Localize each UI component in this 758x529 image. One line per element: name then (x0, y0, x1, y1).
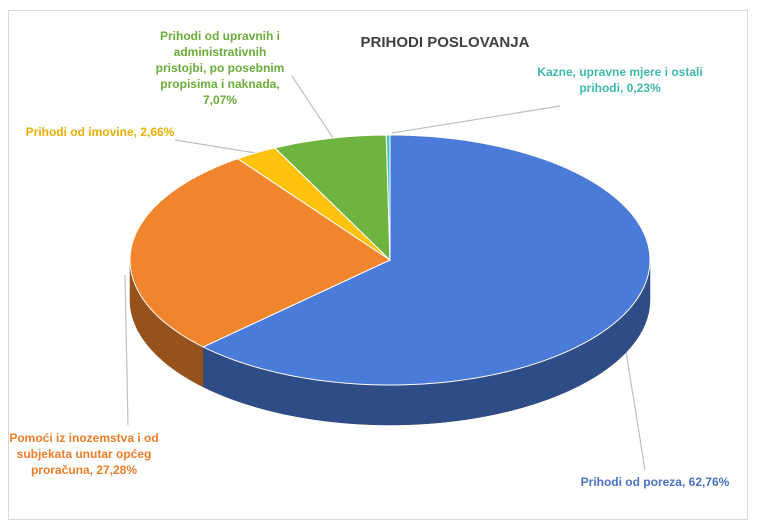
pie-slice (129, 158, 392, 348)
label-separator: , (276, 77, 280, 91)
leader-line (391, 105, 561, 134)
data-label: Prihodi od poreza, 62,76% (580, 474, 730, 490)
category-name: Prihodi od poreza (580, 475, 682, 489)
pie-slice (236, 147, 391, 261)
label-separator: , (619, 81, 627, 95)
pie-slice (202, 134, 651, 386)
value-label: 27,28% (96, 463, 138, 477)
category-name: Pomoći iz inozemstva i od subjekata unut… (9, 431, 159, 477)
value-label: 62,76% (688, 475, 730, 489)
chart-frame (8, 10, 748, 520)
value-label: 2,66% (140, 125, 175, 139)
leader-line (124, 274, 129, 426)
data-label: Pomoći iz inozemstva i od subjekata unut… (9, 430, 159, 478)
value-label: 7,07% (202, 93, 238, 107)
pie-slice (385, 134, 391, 261)
leader-line (291, 75, 334, 139)
label-separator: , (89, 463, 97, 477)
pie-tops (129, 134, 651, 386)
label-separator: , (133, 125, 141, 139)
label-separator: , (681, 475, 689, 489)
data-label: Prihodi od upravnih i administrativnih p… (150, 28, 290, 108)
category-name: Kazne, upravne mjere i ostali prihodi (537, 65, 703, 95)
pie-slice (273, 134, 391, 262)
chart-title: PRIHODI POSLOVANJA (360, 34, 530, 51)
data-label: Kazne, upravne mjere i ostali prihodi, 0… (535, 64, 705, 96)
leader-line (624, 344, 646, 471)
leader-lines (124, 75, 646, 471)
value-label: 0,23% (626, 81, 661, 95)
leader-line (174, 139, 257, 154)
category-name: Prihodi od upravnih i administrativnih p… (155, 29, 285, 91)
data-label: Prihodi od imovine, 2,66% (25, 124, 175, 140)
category-name: Prihodi od imovine (25, 125, 134, 139)
